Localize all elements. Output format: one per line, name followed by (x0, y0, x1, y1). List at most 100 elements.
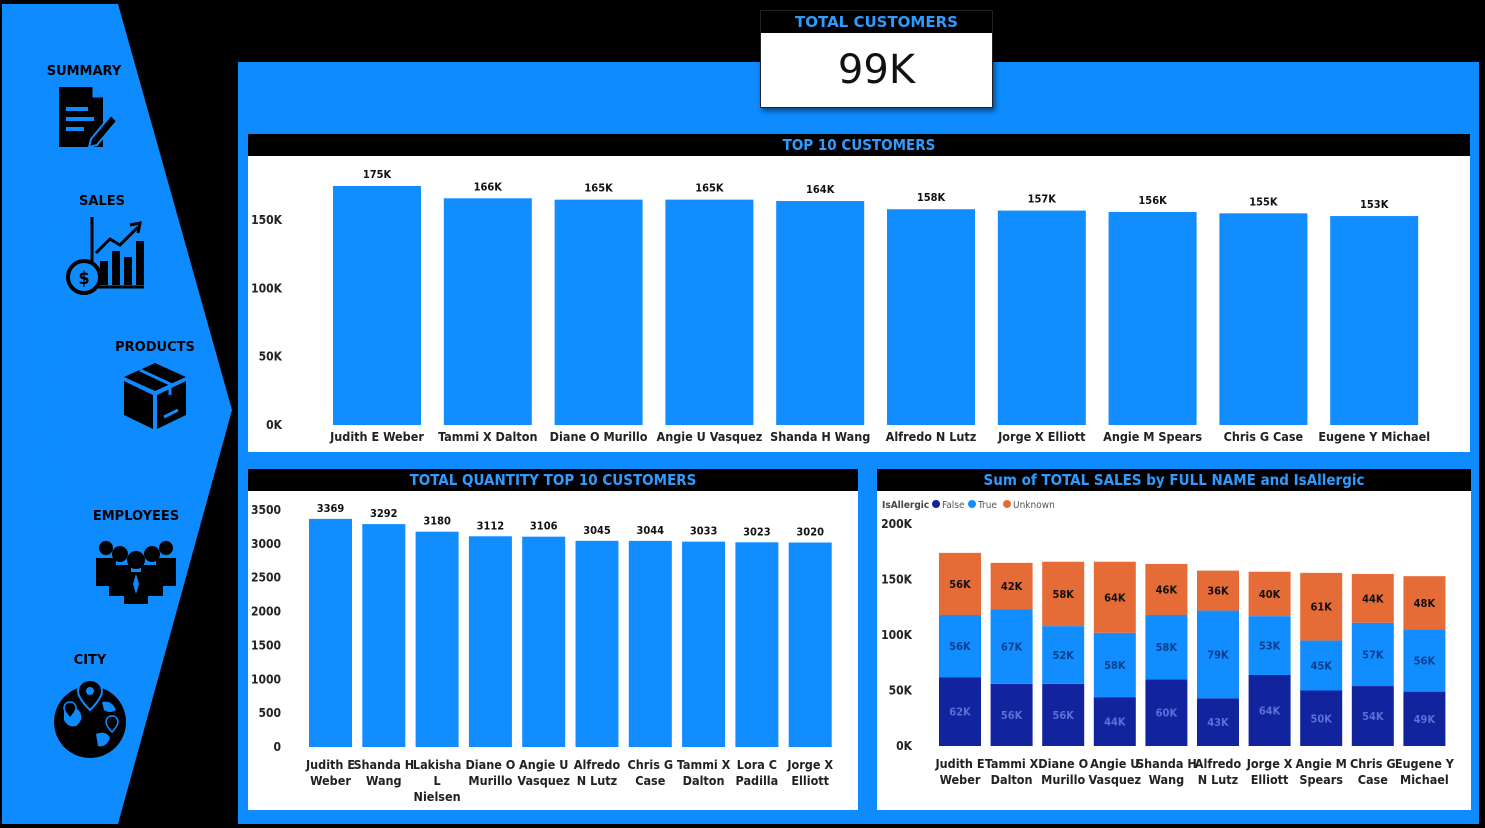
bar-segment (1042, 626, 1085, 684)
data-label: 165K (695, 182, 724, 195)
data-label: 56K (949, 578, 971, 591)
legend-marker (1003, 500, 1011, 508)
bar-segment (1145, 563, 1188, 616)
bar (628, 540, 672, 747)
x-tick-label: Wang (366, 773, 402, 788)
top-customers-chart-card: TOP 10 CUSTOMERS 0K 50K 100K 150K 175K Judith… (248, 134, 1470, 452)
y-tick-label: 50K (889, 684, 913, 698)
bar-segment (1351, 573, 1394, 623)
x-tick-label: Angie M Spears (1103, 429, 1202, 444)
x-tick-label: Angie M (1296, 756, 1347, 771)
legend-title: IsAllergic (882, 500, 929, 511)
data-label: 64K (1104, 591, 1126, 604)
x-tick-label: Elliott (791, 773, 829, 788)
data-label: 36K (1207, 585, 1229, 598)
sales-allergic-chart-card: Sum of TOTAL SALES by FULL NAME and IsAl… (877, 469, 1471, 810)
box-icon (124, 363, 186, 429)
data-label: 45K (1310, 660, 1332, 673)
x-tick-label: Angie U (519, 757, 568, 772)
bar-segment (1403, 576, 1446, 630)
x-tick-label: Vasquez (1089, 772, 1142, 787)
data-label: 58K (1052, 588, 1074, 601)
quantity-chart: 0 500 1000 1500 2000 2500 3000 3500 3369 Judith E… (251, 502, 833, 804)
x-tick-label: Shanda H Wang (770, 429, 870, 444)
data-label: 3112 (477, 519, 505, 532)
bar-segment (1300, 572, 1343, 641)
legend-label: Unknown (1013, 500, 1055, 511)
bar-segment (1300, 640, 1343, 691)
bar-segment (1300, 690, 1343, 746)
data-label: 50K (1310, 712, 1332, 725)
y-tick-label: 1000 (251, 672, 281, 686)
data-label: 3369 (317, 502, 345, 515)
bar (735, 542, 779, 747)
data-label: 175K (363, 168, 392, 181)
sales-allergic-chart: 0K 50K 100K 150K 200K IsAllergic False True Unkn… (881, 500, 1455, 787)
bar-segment (1093, 632, 1136, 698)
bar-segment (1145, 679, 1188, 746)
nav-item-label: EMPLOYEES (92, 509, 180, 524)
x-tick-label: Padilla (736, 773, 779, 788)
nav-item-summary[interactable]: SUMMARY (38, 64, 130, 151)
nav-item-city[interactable]: CITY (50, 653, 130, 762)
data-label: 56K (1414, 655, 1436, 668)
data-label: 58K (1156, 641, 1178, 654)
x-tick-label: Michael (1400, 772, 1449, 787)
data-label: 44K (1104, 716, 1126, 729)
bar (333, 186, 421, 425)
nav-item-products[interactable]: PRODUCTS (112, 340, 198, 431)
bar-segment (1351, 622, 1394, 687)
bar-segment (1145, 615, 1188, 680)
legend-marker (932, 500, 940, 508)
top-customers-chart: 0K 50K 100K 150K 175K Judith E Weber 166K Tammi… (251, 168, 1430, 444)
legend-label: True (977, 500, 997, 511)
x-tick-label: Diane O (465, 757, 515, 772)
bar (1330, 216, 1419, 425)
data-label: 48K (1414, 597, 1436, 610)
data-label: 3044 (637, 524, 665, 537)
bar-segment (1093, 561, 1136, 633)
x-tick-label: Chris G (628, 757, 674, 772)
x-tick-label: Dalton (991, 772, 1033, 787)
x-tick-label: Chris G (1350, 756, 1396, 771)
x-tick-label: Judith E (934, 756, 984, 771)
data-label: 158K (917, 191, 946, 204)
data-label: 43K (1207, 716, 1229, 729)
x-tick-label: Chris G Case (1224, 429, 1304, 444)
kpi-label: TOTAL CUSTOMERS (761, 11, 992, 33)
data-label: 56K (1001, 709, 1023, 722)
y-tick-label: 500 (258, 706, 281, 720)
x-tick-label: Case (635, 773, 666, 788)
data-label: 54K (1362, 710, 1384, 723)
globe-pin-icon (54, 678, 126, 758)
bar (682, 541, 726, 747)
nav-item-sales[interactable]: SALES $ (60, 194, 144, 297)
x-tick-label: Alfredo (1195, 756, 1242, 771)
data-label: 156K (1138, 194, 1167, 207)
x-tick-label: Nielsen (414, 789, 461, 804)
data-label: 155K (1249, 195, 1278, 208)
bar (997, 210, 1086, 425)
x-tick-label: Lora C (737, 757, 777, 772)
x-tick-label: N Lutz (577, 773, 618, 788)
data-label: 79K (1207, 648, 1229, 661)
bar-segment (1042, 683, 1085, 746)
y-tick-label: 150K (881, 573, 913, 587)
bar (665, 199, 754, 425)
data-label: 60K (1156, 707, 1178, 720)
x-tick-label: Tammi X Dalton (438, 429, 537, 444)
bar (554, 199, 643, 425)
x-tick-label: Judith E (305, 757, 355, 772)
x-tick-label: N Lutz (1198, 772, 1239, 787)
x-tick-label: Murillo (1041, 772, 1085, 787)
data-label: 153K (1360, 198, 1389, 211)
x-tick-label: Shanda H (353, 757, 414, 772)
y-tick-label: 0K (266, 418, 283, 432)
document-pen-icon (59, 87, 117, 149)
y-tick-label: 3500 (251, 503, 281, 517)
bar-segment (1197, 698, 1239, 746)
bar-segment (990, 683, 1033, 746)
data-label: 44K (1362, 592, 1384, 605)
bar (788, 542, 832, 747)
nav-item-employees[interactable]: EMPLOYEES (88, 509, 184, 604)
